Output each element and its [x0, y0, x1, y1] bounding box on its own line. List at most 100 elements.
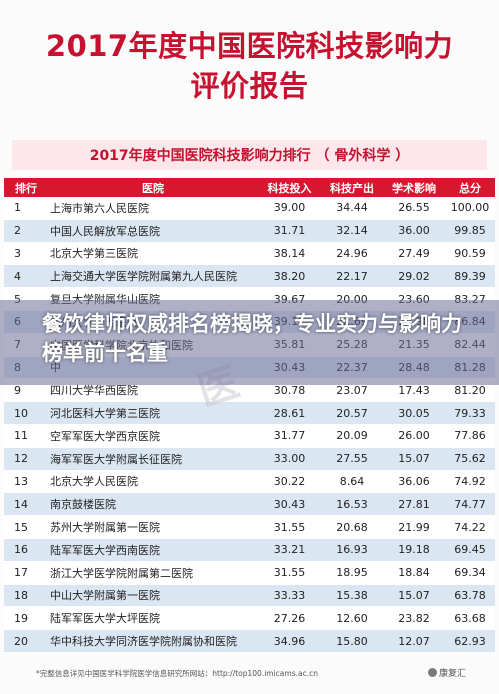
cell-total: 77.86: [445, 424, 495, 448]
header-academic: 学术影响: [383, 178, 445, 197]
cell-hospital: 北京大学人民医院: [48, 470, 258, 494]
cell-rank: 2: [4, 219, 48, 243]
header-rank: 排行: [4, 178, 48, 197]
table-row: 4 上海交通大学医学院附属第九人民医院 38.20 22.17 29.02 89.39: [4, 264, 495, 289]
cell-rank: 20: [4, 629, 48, 653]
table-row: 14 南京鼓楼医院 30.43 16.53 27.81 74.77: [4, 492, 495, 517]
cell-hospital: 浙江大学医学院附属第二医院: [48, 561, 258, 585]
cell-total: 63.68: [445, 606, 495, 631]
table-row: 13 北京大学人民医院 30.22 8.64 36.06 74.92: [4, 470, 495, 494]
cell-hospital: 南京鼓楼医院: [48, 492, 258, 517]
cell-hospital: 陆军军医大学大坪医院: [48, 606, 258, 631]
cell-rank: 13: [4, 470, 48, 494]
cell-rank: 18: [4, 584, 48, 608]
cell-academic: 18.84: [383, 561, 445, 585]
cell-academic: 26.55: [383, 197, 445, 220]
table-header-row: 排行 医院 科技投入 科技产出 学术影响 总分: [4, 178, 495, 197]
cell-output: 27.55: [321, 447, 383, 471]
cell-academic: 15.07: [383, 584, 445, 608]
cell-hospital: 海军军医大学附属长征医院: [48, 447, 258, 471]
table-row: 3 北京大学第三医院 38.14 24.96 27.49 90.59: [4, 242, 495, 266]
cell-output: 8.64: [321, 470, 383, 494]
cell-academic: 36.00: [383, 219, 445, 243]
header-total: 总分: [445, 178, 495, 197]
table-row: 19 陆军军医大学大坪医院 27.26 12.60 23.82 63.68: [4, 606, 495, 631]
cell-investment: 27.26: [258, 606, 321, 631]
cell-academic: 23.82: [383, 606, 445, 631]
cell-total: 100.00: [445, 197, 495, 220]
cell-output: 24.96: [321, 242, 383, 266]
cell-investment: 28.61: [258, 401, 321, 425]
cell-rank: 15: [4, 515, 48, 539]
cell-output: 34.44: [321, 197, 383, 220]
footer-note: *完整信息详见中国医学科学院医学信息研究所网站：http://top100.im…: [36, 669, 318, 678]
table-row: 2 中国人民解放军总医院 31.71 32.14 36.00 99.85: [4, 219, 495, 243]
cell-rank: 4: [4, 264, 48, 289]
cell-rank: 12: [4, 447, 48, 471]
cell-total: 99.85: [445, 219, 495, 243]
cell-total: 69.34: [445, 561, 495, 585]
cell-investment: 31.77: [258, 424, 321, 448]
cell-total: 79.33: [445, 401, 495, 425]
table-row: 17 浙江大学医学院附属第二医院 31.55 18.95 18.84 69.34: [4, 561, 495, 585]
cell-academic: 15.07: [383, 447, 445, 471]
header-hospital: 医院: [48, 178, 258, 197]
cell-academic: 21.99: [383, 515, 445, 539]
table-row: 12 海军军医大学附属长征医院 33.00 27.55 15.07 75.62: [4, 447, 495, 471]
cell-hospital: 空军军医大学西京医院: [48, 424, 258, 448]
cell-output: 20.68: [321, 515, 383, 539]
cell-hospital: 上海市第六人民医院: [48, 197, 258, 220]
header-investment: 科技投入: [258, 178, 321, 197]
cell-total: 74.92: [445, 470, 495, 494]
table-row: 10 河北医科大学第三医院 28.61 20.57 30.05 79.33: [4, 401, 495, 425]
table-subtitle: 2017年度中国医院科技影响力排行 （ 骨外科学 ）: [89, 148, 410, 164]
cell-hospital: 中国人民解放军总医院: [48, 219, 258, 243]
cell-rank: 14: [4, 492, 48, 517]
cell-investment: 30.22: [258, 470, 321, 494]
subtitle-bar: [12, 140, 487, 170]
cell-investment: 34.96: [258, 629, 321, 653]
cell-total: 75.62: [445, 447, 495, 471]
report-title-line1: 2017年度中国医院科技影响力: [45, 29, 454, 63]
cell-hospital: 河北医科大学第三医院: [48, 401, 258, 425]
brand-name: 康复汇: [439, 669, 467, 679]
cell-investment: 31.71: [258, 219, 321, 243]
cell-hospital: 陆军军医大学西南医院: [48, 538, 258, 562]
cell-total: 62.93: [445, 629, 495, 653]
table-row: 18 中山大学附属第一医院 33.33 15.38 15.07 63.78: [4, 584, 495, 608]
cell-investment: 30.43: [258, 492, 321, 517]
cell-rank: 10: [4, 401, 48, 425]
cell-investment: 31.55: [258, 561, 321, 585]
cell-academic: 26.00: [383, 424, 445, 448]
cell-total: 89.39: [445, 264, 495, 289]
report-title-line2: 评价报告: [190, 69, 309, 103]
cell-academic: 19.18: [383, 538, 445, 562]
cell-output: 18.95: [321, 561, 383, 585]
table-row: 20 华中科技大学同济医学院附属协和医院 34.96 15.80 12.07 62.93: [4, 629, 495, 653]
cell-output: 16.53: [321, 492, 383, 517]
cell-rank: 16: [4, 538, 48, 562]
cell-output: 15.38: [321, 584, 383, 608]
table-row: 11 空军军医大学西京医院 31.77 20.09 26.00 77.86: [4, 424, 495, 448]
cell-investment: 38.20: [258, 264, 321, 289]
cell-total: 63.78: [445, 584, 495, 608]
cell-investment: 33.21: [258, 538, 321, 562]
cell-academic: 12.07: [383, 629, 445, 653]
brand-logo: 康复汇: [428, 666, 466, 679]
cell-rank: 17: [4, 561, 48, 585]
cell-total: 74.22: [445, 515, 495, 539]
cell-investment: 33.33: [258, 584, 321, 608]
wechat-icon: [428, 668, 437, 677]
cell-investment: 39.00: [258, 197, 321, 220]
cell-rank: 1: [4, 197, 48, 220]
cell-hospital: 北京大学第三医院: [48, 242, 258, 266]
cell-rank: 3: [4, 242, 48, 266]
cell-output: 20.57: [321, 401, 383, 425]
cell-investment: 31.55: [258, 515, 321, 539]
cell-hospital: 上海交通大学医学院附属第九人民医院: [48, 264, 258, 289]
cell-rank: 19: [4, 606, 48, 631]
cell-output: 15.80: [321, 629, 383, 653]
table-row: 15 苏州大学附属第一医院 31.55 20.68 21.99 74.22: [4, 515, 495, 539]
cell-output: 22.17: [321, 264, 383, 289]
cell-academic: 27.81: [383, 492, 445, 517]
